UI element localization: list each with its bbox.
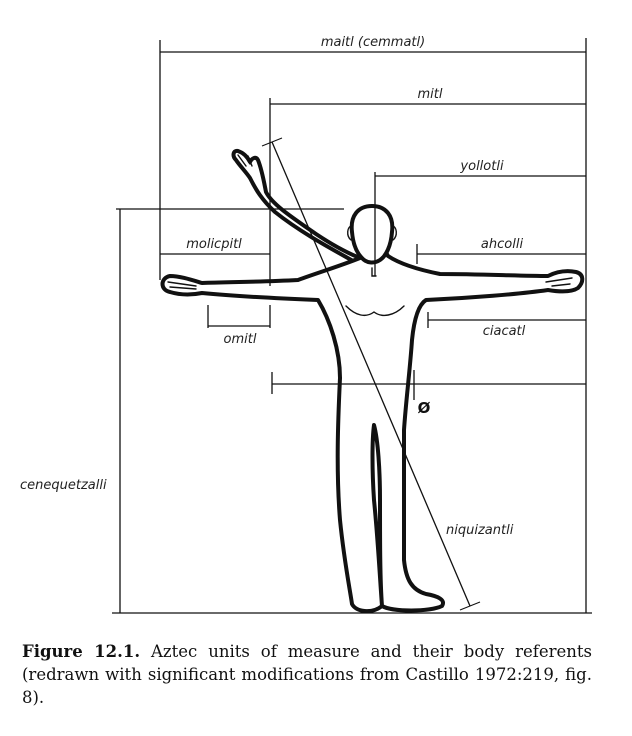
caption-text: Aztec units of measure and their body re… — [22, 642, 592, 707]
measurement-lines — [112, 38, 592, 614]
label-molicpitl: molicpitl — [186, 237, 242, 252]
chest-line — [345, 305, 405, 317]
left-hand-fingers — [167, 281, 197, 290]
body-silhouette — [160, 236, 585, 613]
label-maitl: maitl (cemmatl) — [321, 35, 425, 50]
head — [349, 204, 395, 265]
label-niquizantli: niquizantli — [446, 523, 514, 538]
raised-hand-fingers — [237, 151, 253, 167]
right-ear — [391, 225, 397, 241]
measurement-diagram: maitl (cemmatl) mitl yollotli molicpitl … — [20, 35, 592, 614]
label-ciacatl: ciacatl — [483, 324, 526, 339]
label-cenequetzalli: cenequetzalli — [20, 478, 107, 493]
figure-caption: Figure 12.1. Aztec units of measure and … — [22, 640, 592, 709]
caption-label: Figure 12.1. — [22, 642, 141, 661]
left-ear — [347, 225, 353, 241]
label-null-symbol: Ø — [418, 399, 431, 417]
unit-labels: maitl (cemmatl) mitl yollotli molicpitl … — [20, 35, 526, 538]
right-hand-fingers — [545, 277, 573, 287]
human-figure — [160, 148, 585, 613]
niquizantli-line — [271, 141, 471, 607]
label-mitl: mitl — [418, 87, 443, 102]
label-omitl: omitl — [224, 332, 257, 347]
label-ahcolli: ahcolli — [481, 237, 524, 252]
label-yollotli: yollotli — [459, 159, 504, 174]
raised-arm — [231, 148, 362, 264]
